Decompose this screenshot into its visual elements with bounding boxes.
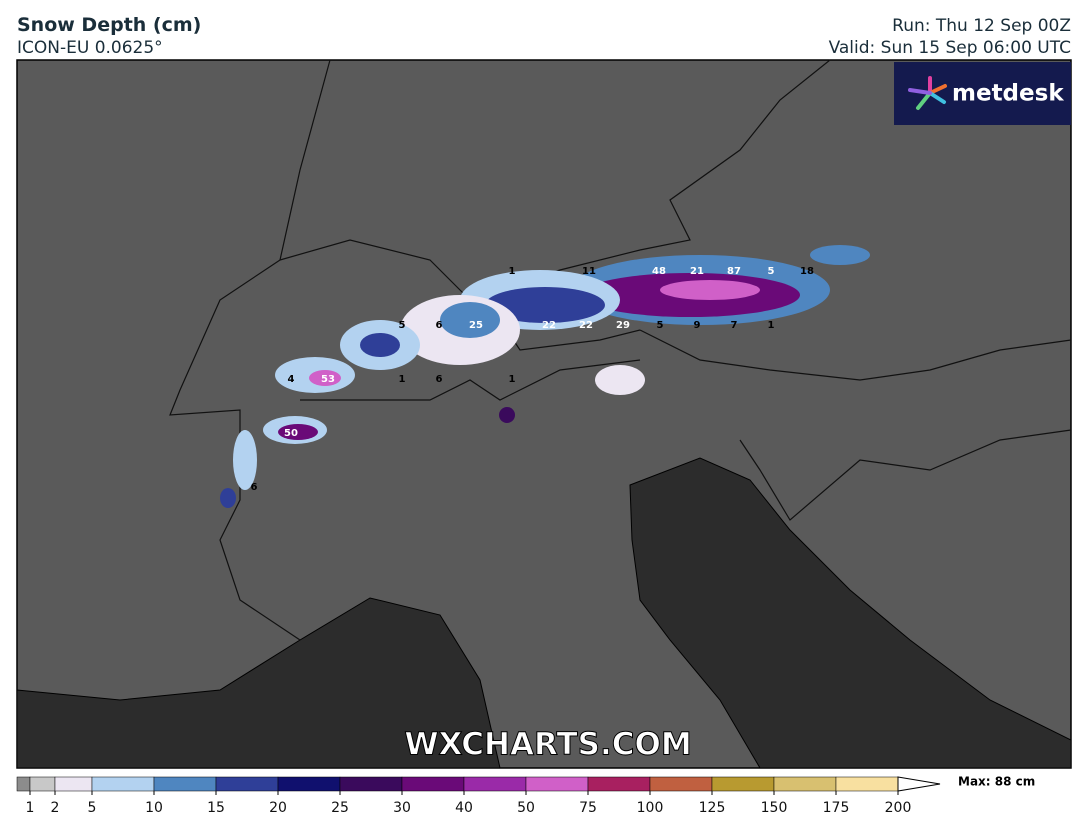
legend-swatch (91, 776, 155, 792)
map-label: 5 (399, 320, 406, 331)
legend-swatch (587, 776, 651, 792)
ligurian-sea (16, 597, 501, 769)
legend-tick-label: 50 (517, 800, 535, 816)
map-label: 21 (690, 266, 704, 277)
map-label: 48 (652, 266, 666, 277)
legend-tick-label: 75 (579, 800, 597, 816)
legend-tick-label: 5 (88, 800, 97, 816)
legend-tick-label: 100 (637, 800, 664, 816)
adriatic-sea (629, 457, 1072, 769)
map-label: 5 (768, 266, 775, 277)
map-label: 1 (509, 266, 516, 277)
model: ICON-EU 0.0625° (17, 38, 163, 58)
map-label: 25 (469, 320, 483, 331)
legend-arrow (897, 776, 941, 792)
run: Run: Thu 12 Sep 00Z (892, 16, 1071, 36)
legend-swatch (525, 776, 589, 792)
legend-tick-label: 200 (885, 800, 912, 816)
logo-icon (908, 76, 947, 110)
legend-tick-label: 25 (331, 800, 349, 816)
map-label: 6 (436, 320, 443, 331)
legend-swatch (339, 776, 403, 792)
legend-tick-label: 20 (269, 800, 287, 816)
map-label: 1 (509, 374, 516, 385)
legend-swatch (463, 776, 527, 792)
map-label: 87 (727, 266, 741, 277)
map-label: 1 (399, 374, 406, 385)
map-label: 1 (768, 320, 775, 331)
map-label: 22 (542, 320, 556, 331)
map-label: 50 (284, 428, 298, 439)
map-label: 7 (731, 320, 738, 331)
map-label: 29 (616, 320, 630, 331)
borders (169, 59, 1072, 641)
legend-tick-label: 15 (207, 800, 225, 816)
legend-swatch (773, 776, 837, 792)
legend-tick-label: 40 (455, 800, 473, 816)
legend-tick-label: 2 (51, 800, 60, 816)
valid: Valid: Sun 15 Sep 06:00 UTC (828, 38, 1071, 58)
map-label: 11 (582, 266, 596, 277)
map-label: 18 (800, 266, 814, 277)
legend-swatch (277, 776, 341, 792)
legend-swatch (649, 776, 713, 792)
legend-tick-label: 10 (145, 800, 163, 816)
map-label: 6 (251, 482, 258, 493)
snow-areas (220, 245, 870, 508)
legend-tick-label: 175 (823, 800, 850, 816)
max-label: Max: 88 cm (958, 775, 1035, 789)
legend-swatch (711, 776, 775, 792)
legend-swatch (215, 776, 279, 792)
legend-swatch (835, 776, 899, 792)
legend-tick-label: 125 (699, 800, 726, 816)
legend-tick-label: 30 (393, 800, 411, 816)
map-label: 53 (321, 374, 335, 385)
map-label: 5 (657, 320, 664, 331)
legend-swatch (54, 776, 93, 792)
map-label: 6 (436, 374, 443, 385)
legend-tick-label: 150 (761, 800, 788, 816)
title: Snow Depth (cm) (17, 14, 202, 36)
legend-swatch (29, 776, 56, 792)
legend-swatch (16, 776, 31, 792)
legend-tick-label: 1 (26, 800, 35, 816)
map-label: 22 (579, 320, 593, 331)
legend-swatch (153, 776, 217, 792)
map-label: 4 (288, 374, 295, 385)
map-label: 9 (694, 320, 701, 331)
logo-text: metdesk (952, 81, 1064, 107)
watermark: WXCHARTS.COM (404, 727, 691, 763)
legend-swatch (401, 776, 465, 792)
